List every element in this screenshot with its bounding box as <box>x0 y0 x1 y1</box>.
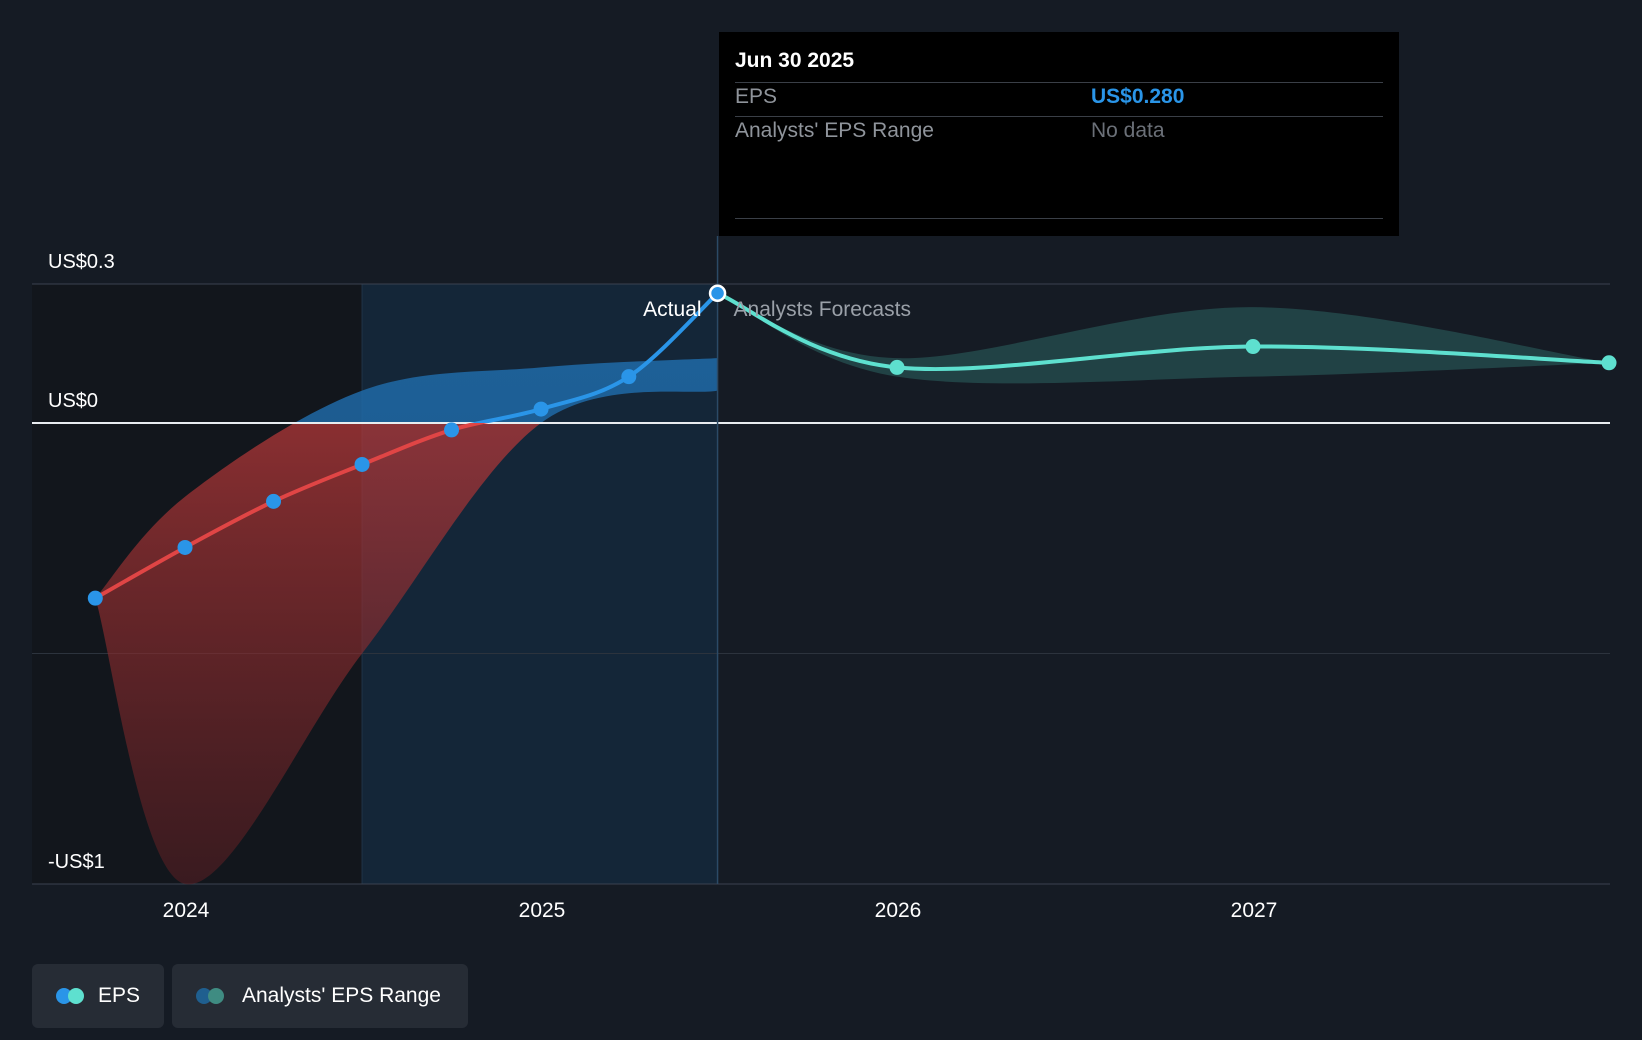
legend-analysts-range[interactable]: Analysts' EPS Range <box>172 964 468 1028</box>
y-tick-label: -US$1 <box>48 851 105 873</box>
forecast-point <box>889 359 905 375</box>
tooltip-divider <box>735 218 1383 219</box>
x-tick-label: 2027 <box>1231 899 1278 922</box>
forecast-point <box>1601 355 1617 371</box>
eps-point <box>444 422 460 438</box>
tooltip-date: Jun 30 2025 <box>735 49 855 72</box>
tooltip-range-value: No data <box>1091 119 1165 142</box>
forecast-label: Analysts Forecasts <box>734 298 911 321</box>
tooltip-divider <box>735 116 1383 117</box>
past-range-positive <box>294 358 718 423</box>
legend-eps-label: EPS <box>97 984 140 1007</box>
tooltip-eps-label: EPS <box>735 85 778 108</box>
forecast-range <box>717 293 1610 384</box>
eps-legend-icon <box>56 988 84 1004</box>
y-tick-label: US$0 <box>48 390 98 412</box>
legend-range-label: Analysts' EPS Range <box>242 984 441 1007</box>
tooltip: Jun 30 2025 EPS US$0.280 Analysts' EPS R… <box>719 32 1399 236</box>
highlight-point <box>708 284 727 303</box>
actual-label: Actual <box>643 298 701 321</box>
eps-point <box>87 590 103 606</box>
tooltip-eps-value: US$0.280 <box>1091 85 1185 108</box>
eps-point <box>177 539 193 555</box>
y-tick-label: US$0.3 <box>48 251 115 273</box>
x-tick-label: 2024 <box>163 899 210 922</box>
eps-point <box>354 456 370 472</box>
range-legend-icon <box>196 988 226 1004</box>
x-tick-label: 2025 <box>519 899 566 922</box>
tooltip-range-label: Analysts' EPS Range <box>735 119 934 142</box>
x-tick-label: 2026 <box>875 899 922 922</box>
eps-point <box>266 493 282 509</box>
forecast-line <box>716 291 1610 372</box>
legend-eps[interactable]: EPS <box>32 964 164 1028</box>
past-range-negative <box>95 423 542 885</box>
eps-point <box>533 401 549 417</box>
forecast-point <box>1245 339 1261 355</box>
tooltip-divider <box>735 82 1383 83</box>
eps-point <box>621 369 637 385</box>
